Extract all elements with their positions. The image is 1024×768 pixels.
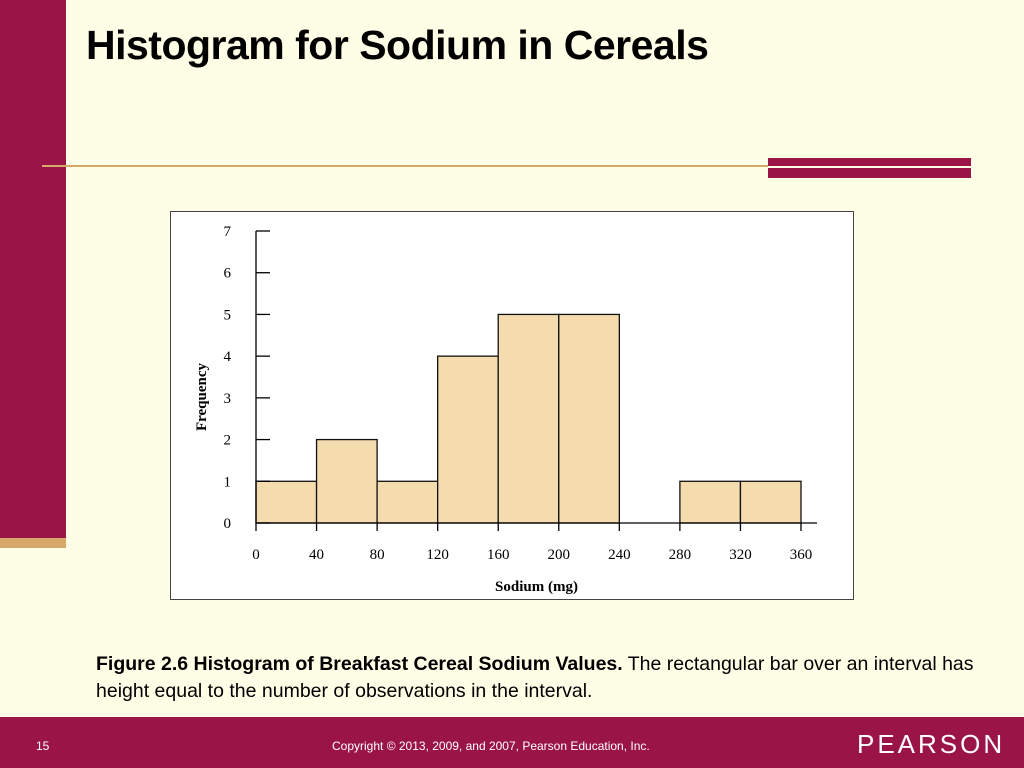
histogram-bar <box>558 313 620 524</box>
left-accent-bar-foot <box>0 538 66 548</box>
histogram-chart: 0 1 2 3 4 5 6 7 0 40 80 120 160 200 240 280 320 360 Sodium… <box>170 211 854 600</box>
y-tick-label: 6 <box>224 266 232 282</box>
title-divider <box>42 165 768 167</box>
histogram-bar <box>437 355 499 524</box>
histogram-svg: 0 1 2 3 4 5 6 7 0 40 80 120 160 200 240 280 320 360 Sodium… <box>194 224 817 595</box>
histogram-bar <box>315 438 378 524</box>
y-tick-label: 3 <box>224 391 232 407</box>
x-tick-label: 80 <box>370 547 385 563</box>
x-tick-label: 240 <box>608 547 631 563</box>
y-tick-label: 7 <box>224 224 232 240</box>
x-tick-label: 160 <box>487 547 510 563</box>
histogram-bar <box>739 480 802 524</box>
x-tick-label: 280 <box>669 547 692 563</box>
y-tick-label: 2 <box>224 433 232 449</box>
caption-text: The rectangular bar over an interval has… <box>96 653 974 702</box>
x-tick-label: 0 <box>252 547 260 563</box>
x-tick-label: 320 <box>729 547 752 563</box>
x-tick-label: 200 <box>548 547 571 563</box>
page-number: 15 <box>36 739 50 753</box>
histogram-bar <box>679 480 742 524</box>
caption-bold: Figure 2.6 Histogram of Breakfast Cereal… <box>96 653 623 675</box>
x-tick-label: 120 <box>426 547 449 563</box>
figure-caption: Figure 2.6 Histogram of Breakfast Cereal… <box>96 651 986 705</box>
y-tick-label: 0 <box>224 516 232 532</box>
y-tick-label: 4 <box>224 349 232 365</box>
footer-bar: 15 Copyright © 2013, 2009, and 2007, Pea… <box>0 717 1024 768</box>
histogram-bar <box>376 480 439 524</box>
x-tick-label: 360 <box>790 547 813 563</box>
x-axis-label: Sodium (mg) <box>495 579 578 595</box>
title-accent-block <box>768 158 971 178</box>
histogram-bar <box>255 480 318 524</box>
y-axis-label: Frequency <box>194 362 210 431</box>
y-tick-label: 5 <box>224 307 232 323</box>
slide-title: Histogram for Sodium in Cereals <box>86 22 709 68</box>
y-tick-label: 1 <box>224 474 232 490</box>
histogram-bar <box>497 313 560 524</box>
left-accent-bar <box>0 0 66 538</box>
copyright-text: Copyright © 2013, 2009, and 2007, Pearso… <box>332 739 650 753</box>
x-tick-label: 40 <box>309 547 324 563</box>
pearson-logo: PEARSON <box>857 729 1006 759</box>
